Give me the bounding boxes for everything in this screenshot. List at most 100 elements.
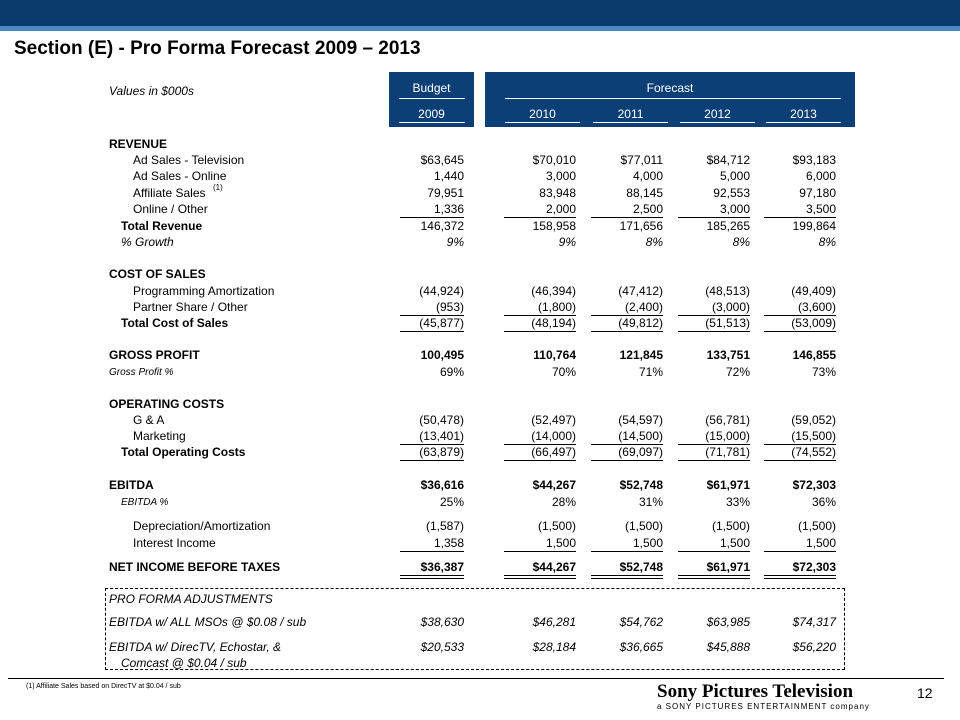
top-banner — [0, 0, 960, 26]
value-2010: (48,194) — [531, 316, 576, 330]
value-2012: $61,971 — [706, 478, 750, 492]
forecast-header-rule — [505, 98, 841, 99]
value-2009: 146,372 — [420, 219, 464, 233]
value-2013: (74,552) — [791, 445, 836, 459]
row-affiliate: Affiliate Sales (1) 79,951 83,948 88,145 92,5… — [0, 183, 960, 201]
value-2011: 1,500 — [632, 536, 663, 550]
row-label: Total Cost of Sales — [121, 316, 229, 330]
row-label: NET INCOME BEFORE TAXES — [109, 560, 281, 574]
budget-header: Budget — [412, 81, 451, 95]
underline — [504, 551, 576, 552]
row-online-other: Online / Other 1,336 2,000 2,500 3,000 3,500 — [0, 202, 960, 218]
value-2012: $45,888 — [706, 640, 750, 654]
value-2012: 5,000 — [719, 169, 750, 183]
value-2009: (1,587) — [425, 519, 464, 533]
value-2009: $63,645 — [420, 153, 464, 167]
row-label: Total Revenue — [121, 219, 203, 233]
value-2012: 3,000 — [719, 202, 750, 216]
value-2011: 171,656 — [619, 219, 663, 233]
year-header-rule — [766, 122, 841, 123]
double-underline — [504, 575, 576, 579]
value-2012: (15,000) — [705, 429, 750, 443]
value-2012: 8% — [732, 235, 750, 249]
value-2011: 121,845 — [619, 348, 663, 362]
value-2013: $72,303 — [792, 560, 836, 574]
row-label: GROSS PROFIT — [109, 348, 200, 362]
row-revenue: REVENUE — [0, 137, 960, 152]
value-2013: $74,317 — [792, 615, 836, 629]
row-label: Affiliate Sales — [133, 186, 206, 200]
underline — [400, 217, 464, 218]
value-2009: 1,358 — [433, 536, 464, 550]
row-partner-share: Partner Share / Other (953) (1,800) (2,400)… — [0, 300, 960, 316]
underline — [591, 444, 663, 445]
value-2013: (53,009) — [791, 316, 836, 330]
row-label: EBITDA w/ ALL MSOs @ $0.08 / sub — [109, 615, 307, 629]
underline — [764, 460, 836, 461]
row-label: EBITDA — [109, 478, 154, 492]
row-total-cos: Total Cost of Sales (45,877) (48,194) (49,8… — [0, 316, 960, 332]
row-label: EBITDA w/ DirecTV, Echostar, & — [109, 640, 282, 654]
value-2011: 71% — [638, 365, 663, 379]
value-2010: $46,281 — [532, 615, 576, 629]
budget-header-rule — [399, 98, 465, 99]
double-underline — [678, 575, 750, 579]
row-label: Ad Sales - Television — [133, 153, 245, 167]
year-header-2012: 2012 — [704, 107, 731, 121]
value-2010: (52,497) — [531, 413, 576, 427]
underline — [400, 444, 464, 445]
double-underline — [764, 575, 836, 579]
value-2012: 33% — [725, 495, 750, 509]
value-2013: (15,500) — [791, 429, 836, 443]
value-2013: 146,855 — [792, 348, 836, 362]
value-2012: $84,712 — [706, 153, 750, 167]
value-2009: 79,951 — [427, 186, 464, 200]
value-2010: (66,497) — [531, 445, 576, 459]
value-2011: (14,500) — [618, 429, 663, 443]
value-2010: (14,000) — [531, 429, 576, 443]
row-marketing: Marketing (13,401) (14,000) (14,500) (15,000… — [0, 429, 960, 445]
value-2011: $52,748 — [619, 560, 663, 574]
value-2009: (50,478) — [419, 413, 464, 427]
value-2009: 69% — [439, 365, 464, 379]
page-number: 12 — [917, 685, 933, 701]
value-2012: (1,500) — [711, 519, 750, 533]
value-2012: $63,985 — [706, 615, 750, 629]
value-2013: (49,409) — [791, 284, 836, 298]
value-2010: 70% — [551, 365, 576, 379]
row-msos: EBITDA w/ ALL MSOs @ $0.08 / sub $38,630 $… — [0, 615, 960, 630]
footer-divider — [8, 678, 944, 679]
row-ga: G & A (50,478) (52,497) (54,597) (56,781) (59… — [0, 413, 960, 428]
year-header-rule — [399, 122, 465, 123]
value-2009: $36,387 — [420, 560, 464, 574]
row-label: Marketing — [133, 429, 186, 443]
page-title: Section (E) - Pro Forma Forecast 2009 – … — [14, 38, 421, 59]
underline — [591, 551, 663, 552]
value-2009: $38,630 — [420, 615, 464, 629]
value-2012: (48,513) — [705, 284, 750, 298]
value-2011: $54,762 — [619, 615, 663, 629]
value-2010: 28% — [551, 495, 576, 509]
row-label: Ad Sales - Online — [133, 169, 227, 183]
value-2012: (3,000) — [711, 300, 750, 314]
value-2013: 97,180 — [799, 186, 836, 200]
row-interest: Interest Income 1,358 1,500 1,500 1,500 1,500 — [0, 536, 960, 552]
underline — [504, 217, 576, 218]
budget-header-box: Budget 2009 — [389, 72, 474, 127]
row-label: Partner Share / Other — [133, 300, 248, 314]
value-2011: $77,011 — [620, 153, 664, 167]
row-label-continued: Comcast @ $0.04 / sub — [121, 656, 247, 670]
value-2011: (47,412) — [618, 284, 663, 298]
value-2009: (953) — [435, 300, 464, 314]
value-2009: 100,495 — [420, 348, 464, 362]
value-2012: 1,500 — [719, 536, 750, 550]
row-opex: OPERATING COSTS — [0, 397, 960, 412]
value-2012: (56,781) — [705, 413, 750, 427]
brand-tagline: a SONY PICTURES ENTERTAINMENT company — [657, 702, 870, 711]
underline — [400, 460, 464, 461]
value-2009: 25% — [439, 495, 464, 509]
value-2013: 6,000 — [805, 169, 836, 183]
underline — [678, 460, 750, 461]
value-2013: 3,500 — [805, 202, 836, 216]
value-2011: (1,500) — [624, 519, 663, 533]
